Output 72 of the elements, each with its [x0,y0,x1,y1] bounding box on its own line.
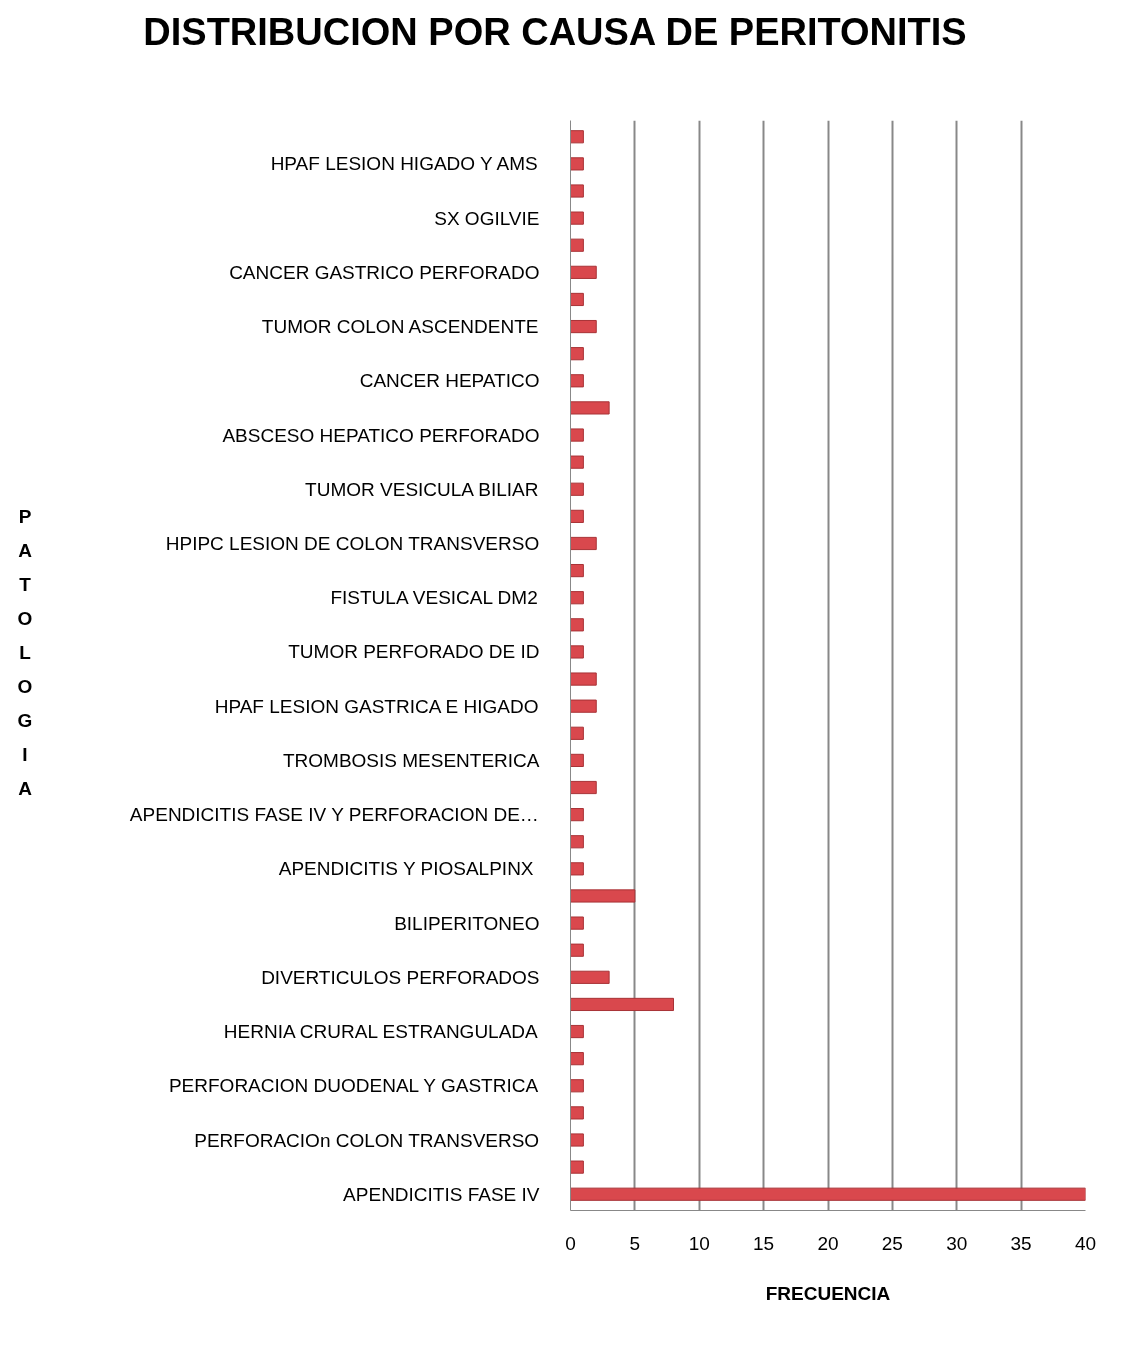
bar [570,753,584,767]
bar [570,780,597,795]
bar [570,1160,584,1174]
bar [570,536,597,551]
bar [570,564,584,578]
bar [570,591,584,605]
bar [570,943,584,957]
bar [570,265,597,279]
bar [570,428,584,442]
bar [570,1133,584,1147]
x-tick-label: 25 [881,1232,903,1254]
x-tick-label: 5 [629,1232,641,1254]
y-tick-label: HPIPC LESION DE COLON TRANSVERSO [165,532,540,554]
y-tick-label: PERFORACION DUODENAL Y GASTRICA [168,1075,539,1097]
y-tick-label: PERFORACIOn COLON TRANSVERSO [194,1129,540,1151]
bar [570,347,584,361]
bar [570,862,584,876]
bar [570,211,584,225]
y-tick-label: APENDICITIS Y PIOSALPINX [278,858,534,880]
bar [570,130,584,144]
bar [570,482,584,496]
bar [570,699,597,713]
bar [570,889,636,903]
bar [570,455,584,469]
bar [570,1106,584,1120]
bar [570,916,584,930]
x-tick-label: 30 [946,1232,968,1254]
y-tick-label: APENDICITIS FASE IV [343,1183,540,1205]
y-tick-label: TUMOR VESICULA BILIAR [305,478,539,500]
y-tick-label: TUMOR COLON ASCENDENTE [261,316,539,338]
bar [570,374,584,388]
bar [570,292,584,307]
bar [570,319,597,334]
bar [570,970,610,984]
y-tick-label: BILIPERITONEO [394,912,540,934]
bar [570,401,610,415]
y-tick-label: HERNIA CRURAL ESTRANGULADA [223,1021,539,1043]
bar [570,157,584,171]
bar [570,726,584,740]
y-tick-label: DIVERTICULOS PERFORADOS [261,966,540,988]
x-tick-label: 20 [817,1232,839,1254]
x-tick-label: 40 [1074,1232,1097,1254]
y-tick-label: SX OGILVIE [434,207,540,229]
x-tick-label: 10 [688,1232,710,1254]
y-tick-label: HPAF LESION HIGADO Y AMS [270,153,538,175]
x-tick-label: 15 [753,1232,775,1254]
y-tick-label: APENDICITIS FASE IV Y PERFORACION DE… [129,804,539,826]
bar [570,672,597,686]
text: PATOLOGIA [17,506,33,799]
bar [570,1187,1086,1201]
bar [570,835,584,849]
bar [570,509,584,523]
bar [570,1024,584,1039]
bar [570,808,584,822]
y-tick-label: ABSCESO HEPATICO PERFORADO [222,424,540,446]
y-tick-label: HPAF LESION GASTRICA E HIGADO [214,695,539,717]
bar [570,238,584,252]
y-tick-label: FISTULA VESICAL DM2 [330,587,538,609]
x-tick-label: 35 [1010,1232,1032,1254]
y-tick-label: CANCER GASTRICO PERFORADO [229,261,540,283]
x-axis-title: FRECUENCIA [765,1282,891,1304]
y-tick-label: CANCER HEPATICO [359,370,540,392]
chart-title: DISTRIBUCION POR CAUSA DE PERITONITIS [142,10,968,55]
bar [570,184,584,198]
y-tick-label: TUMOR PERFORADO DE ID [288,641,540,663]
x-tick-label: 0 [565,1232,576,1254]
bar [570,1079,584,1093]
bar [570,1052,584,1066]
bar [570,645,584,659]
bar [570,997,674,1012]
bar [570,618,584,632]
y-tick-label: TROMBOSIS MESENTERICA [282,749,540,771]
